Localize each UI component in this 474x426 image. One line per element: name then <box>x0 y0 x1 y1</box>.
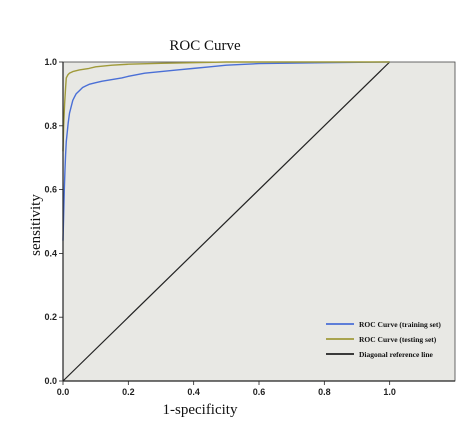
x-tick-label: 0.0 <box>57 387 70 397</box>
axis-ticks: 0.0 0.2 0.4 0.6 0.8 1.0 0.0 0.2 0.4 0.6 0.8 1.0 <box>44 57 395 397</box>
plot-area <box>62 61 456 382</box>
y-tick-label: 0.6 <box>44 185 57 195</box>
x-tick-label: 0.8 <box>318 387 331 397</box>
series-line-1 <box>62 61 390 152</box>
y-tick-label: 0.2 <box>44 312 57 322</box>
legend-label-2: Diagonal reference line <box>359 350 434 359</box>
legend-label-1: ROC Curve (testing set) <box>359 335 437 344</box>
legend-label-0: ROC Curve (training set) <box>359 320 441 329</box>
x-axis-label: 1-specificity <box>163 402 238 418</box>
y-tick-label: 0.4 <box>44 248 57 258</box>
series-line-2 <box>62 61 391 382</box>
series-line-0 <box>62 61 390 241</box>
legend: ROC Curve (training set) ROC Curve (testi… <box>326 320 441 359</box>
x-tick-label: 0.4 <box>187 387 200 397</box>
y-tick-label: 0.8 <box>44 121 57 131</box>
y-tick-label: 1.0 <box>44 57 57 67</box>
x-tick-label: 0.2 <box>122 387 135 397</box>
y-axis-label: sensitivity <box>28 194 44 256</box>
x-tick-label: 0.6 <box>253 387 266 397</box>
series-lines <box>62 61 391 382</box>
axes <box>62 62 455 382</box>
y-tick-label: 0.0 <box>44 376 57 386</box>
x-tick-label: 1.0 <box>383 387 396 397</box>
chart-title: ROC Curve <box>169 38 241 54</box>
